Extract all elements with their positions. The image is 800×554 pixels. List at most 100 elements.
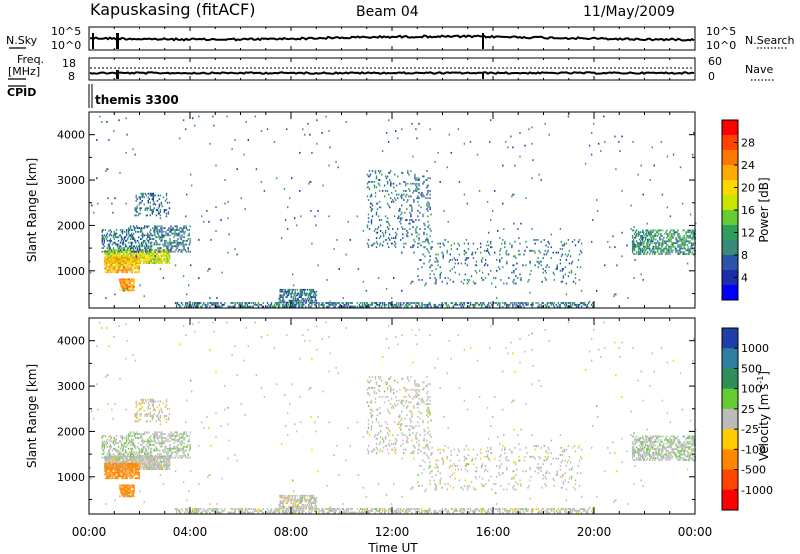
power-cell — [425, 303, 427, 306]
velocity-cell — [155, 464, 158, 467]
velocity-cell — [114, 473, 116, 476]
power-cell — [131, 287, 133, 290]
velocity-cell — [243, 511, 245, 514]
velocity-cell — [177, 509, 180, 512]
velocity-cell — [162, 464, 165, 467]
power-cell — [531, 142, 533, 145]
power-cell — [183, 227, 185, 229]
power-cell — [537, 239, 539, 241]
power-cell — [407, 231, 409, 234]
power-cell — [131, 269, 133, 272]
power-cell — [157, 212, 160, 215]
velocity-cell — [115, 442, 118, 445]
power-cell — [165, 239, 167, 242]
power-cell — [388, 228, 390, 230]
power-cell — [550, 233, 552, 236]
power-cell — [310, 298, 313, 300]
power-cell — [333, 248, 335, 250]
power-cell — [161, 225, 163, 228]
velocity-cell — [175, 509, 178, 512]
velocity-cell — [120, 445, 123, 448]
power-cell — [122, 260, 124, 263]
power-cell — [124, 289, 126, 292]
power-cell — [370, 202, 373, 205]
velocity-cell — [130, 460, 132, 463]
velocity-cell — [132, 453, 135, 455]
power-cell — [592, 305, 594, 308]
power-cell — [293, 294, 295, 297]
power-cell — [352, 305, 354, 308]
power-cell — [133, 278, 135, 281]
power-cell — [289, 292, 291, 295]
velocity-cell — [163, 442, 165, 445]
power-cell — [474, 302, 477, 304]
power-cell — [429, 208, 431, 210]
power-cell — [688, 231, 690, 234]
power-cell — [407, 171, 409, 174]
power-cell — [455, 302, 457, 304]
power-cell — [644, 245, 646, 248]
power-cell — [123, 253, 125, 255]
velocity-cell — [182, 455, 184, 457]
power-cell — [579, 266, 582, 269]
power-cell — [136, 265, 138, 268]
velocity-cell — [213, 508, 215, 510]
power-cell — [388, 303, 390, 306]
velocity-cell — [128, 484, 130, 487]
power-cell — [124, 260, 126, 263]
velocity-cell — [138, 471, 140, 474]
power-cell — [135, 262, 137, 264]
power-cell — [637, 245, 640, 248]
power-cell — [109, 238, 112, 240]
power-cell — [692, 244, 694, 246]
velocity-cell — [221, 509, 223, 512]
power-cell — [183, 232, 185, 235]
power-cell — [240, 197, 242, 200]
velocity-cell — [137, 436, 139, 439]
power-cell — [169, 238, 171, 240]
velocity-cell — [124, 488, 126, 490]
power-cell — [618, 141, 620, 143]
velocity-cell — [121, 455, 123, 458]
power-cell — [151, 253, 153, 255]
velocity-cell — [178, 447, 180, 450]
power-cell — [307, 294, 310, 297]
power-cell — [672, 242, 674, 244]
power-cell — [188, 284, 190, 287]
power-cell — [127, 229, 130, 231]
power-cell — [177, 241, 179, 244]
power-cell — [426, 248, 428, 250]
power-cell — [378, 237, 381, 239]
power-cell — [241, 302, 243, 304]
power-cell — [119, 264, 121, 266]
velocity-cell — [110, 445, 113, 448]
power-cell — [296, 224, 298, 227]
velocity-cell — [121, 462, 123, 465]
power-cell — [362, 280, 365, 283]
velocity-cell — [164, 464, 167, 467]
velocity-cell — [174, 451, 176, 454]
velocity-cell — [210, 508, 212, 510]
velocity-cell — [171, 438, 173, 441]
power-cell — [418, 302, 420, 304]
power-cell — [641, 249, 643, 252]
velocity-cell — [121, 477, 123, 480]
power-cell — [123, 282, 125, 284]
velocity-cell — [222, 509, 224, 512]
power-cell — [157, 258, 160, 261]
velocity-cell — [164, 447, 166, 450]
power-cell — [290, 296, 292, 298]
velocity-cell — [130, 495, 132, 498]
velocity-cell — [160, 466, 163, 469]
power-cell — [678, 233, 680, 235]
power-cell — [613, 295, 615, 298]
power-cell — [557, 302, 559, 304]
power-cell — [375, 186, 378, 189]
power-cell — [666, 233, 668, 235]
power-cell — [644, 251, 646, 254]
power-cell — [454, 262, 456, 265]
velocity-cell — [140, 462, 142, 465]
power-cell — [429, 277, 431, 279]
power-cell — [283, 294, 285, 297]
power-cell — [158, 256, 161, 259]
